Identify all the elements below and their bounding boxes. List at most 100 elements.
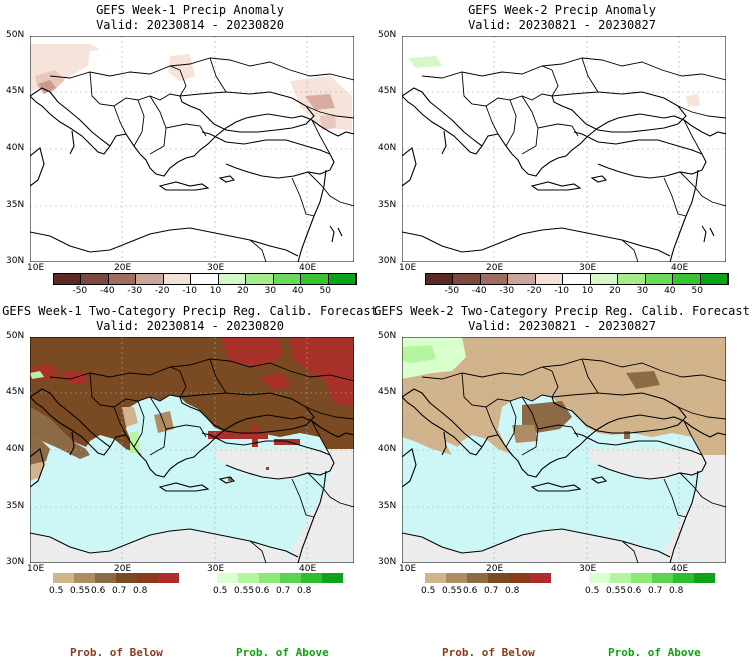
colorbar-tick-label: -50: [444, 286, 460, 296]
prob-above-colorbar-week2: [589, 573, 715, 583]
colorbar-tick-label: 0.8: [505, 586, 520, 596]
colorbar-tick-label: 0.8: [669, 586, 684, 596]
colorbar-swatch: [136, 274, 164, 284]
colorbar-tick-label: 0.7: [276, 586, 291, 596]
colorbar-tick-label: 10: [209, 286, 222, 296]
colorbar-tick-label: 0.8: [297, 586, 312, 596]
lon-label: 10E: [399, 263, 417, 273]
colorbar-tick-label: 40: [292, 286, 304, 296]
colorbar-swatch: [618, 274, 646, 284]
anomaly-colorbar-week2: [425, 273, 729, 285]
colorbar-tick-label: 0.5: [213, 586, 228, 596]
lon-label: 20E: [114, 564, 132, 574]
colorbar-tick-label: 20: [609, 286, 621, 296]
lon-label: 20E: [486, 263, 504, 273]
prob-below-colorbar-week2: [425, 573, 551, 583]
colorbar-tick-label: 50: [691, 286, 703, 296]
prob-below-colorbar-week1: [53, 573, 179, 583]
borders: [49, 57, 354, 262]
panel1-title: GEFS Week-1 Precip Anomaly: [96, 3, 284, 17]
map-panel-week1-probability: [30, 337, 354, 563]
gridlines: [30, 36, 354, 262]
colorbar-tick-label: -40: [471, 286, 487, 296]
lon-label: 30E: [207, 564, 225, 574]
lat-label: 50N: [6, 331, 25, 341]
map-panel-week2-anomaly: [402, 36, 726, 262]
colorbar-tick-label: 0.7: [484, 586, 499, 596]
lat-label: 45N: [378, 86, 397, 96]
colorbar-tick-label: 0.55: [606, 586, 627, 596]
colorbar-tick-label: -40: [99, 286, 115, 296]
colorbar-swatch: [590, 274, 619, 284]
colorbar-tick-label: -20: [526, 286, 542, 296]
colorbar-tick-label: 0.6: [91, 586, 106, 596]
colorbar-swatch: [116, 573, 137, 583]
colorbar-swatch: [217, 573, 238, 583]
colorbar-tick-label: 0.7: [648, 586, 663, 596]
lat-label: 35N: [378, 200, 397, 210]
lon-label: 40E: [299, 564, 317, 574]
colorbar-swatch: [694, 573, 715, 583]
colorbar-swatch: [322, 573, 343, 583]
lat-label: 45N: [6, 86, 25, 96]
colorbar-swatch: [652, 573, 673, 583]
colorbar-swatch: [673, 573, 694, 583]
prob-below-label: Prob. of Below: [70, 646, 163, 659]
colorbar-tick-label: -10: [554, 286, 569, 296]
colorbar-swatch: [673, 274, 701, 284]
lat-label: 50N: [6, 30, 25, 40]
colorbar-swatch: [158, 573, 179, 583]
colorbar-swatch: [246, 274, 274, 284]
panel2-valid: Valid: 20230821 - 20230827: [468, 18, 656, 32]
colorbar-tick-label: 30: [264, 286, 277, 296]
colorbar-swatch: [530, 573, 551, 583]
colorbar-tick-label: 0.55: [70, 586, 91, 596]
colorbar-tick-label: -10: [182, 286, 197, 296]
colorbar-swatch: [610, 573, 631, 583]
colorbar-swatch: [509, 573, 530, 583]
lon-label: 30E: [207, 263, 225, 273]
lon-label: 20E: [486, 564, 504, 574]
colorbar-swatch: [81, 274, 109, 284]
colorbar-swatch: [259, 573, 280, 583]
colorbar-tick-label: 50: [319, 286, 331, 296]
colorbar-tick-label: 0.6: [627, 586, 642, 596]
panel4-valid: Valid: 20230821 - 20230827: [468, 319, 656, 333]
colorbar-swatch: [535, 274, 564, 284]
lon-label: 30E: [579, 263, 597, 273]
colorbar-swatch: [218, 274, 247, 284]
lon-label: 40E: [671, 263, 689, 273]
lat-label: 35N: [378, 501, 397, 511]
panel4-title: GEFS Week-2 Two-Category Precip Reg. Cal…: [374, 304, 750, 318]
lat-label: 45N: [378, 387, 397, 397]
lon-label: 30E: [579, 564, 597, 574]
colorbar-swatch: [137, 573, 158, 583]
lat-label: 30N: [378, 256, 397, 266]
panel3-valid: Valid: 20230814 - 20230820: [96, 319, 284, 333]
anomaly-colorbar-week1: [53, 273, 357, 285]
prob-above-colorbar-week1: [217, 573, 343, 583]
colorbar-swatch: [301, 573, 322, 583]
lon-label: 10E: [27, 263, 45, 273]
colorbar-tick-label: 0.55: [234, 586, 255, 596]
map-panel-week1-anomaly: [30, 36, 354, 262]
colorbar-tick-label: 20: [237, 286, 249, 296]
colorbar-swatch: [426, 274, 454, 284]
colorbar-swatch: [631, 573, 652, 583]
colorbar-swatch: [163, 274, 192, 284]
lat-label: 30N: [378, 557, 397, 567]
colorbar-swatch: [191, 274, 219, 284]
colorbar-tick-label: 10: [581, 286, 594, 296]
colorbar-swatch: [700, 274, 728, 284]
colorbar-tick-label: 0.8: [133, 586, 148, 596]
lat-label: 30N: [6, 256, 25, 266]
lon-label: 40E: [671, 564, 689, 574]
lat-label: 45N: [6, 387, 25, 397]
anomaly-shading: [408, 56, 700, 106]
colorbar-swatch: [328, 274, 356, 284]
colorbar-swatch: [53, 573, 74, 583]
anomaly-shading: [30, 44, 352, 131]
lat-label: 40N: [6, 143, 25, 153]
map-panel-week2-probability: [402, 337, 726, 563]
colorbar-swatch: [563, 274, 591, 284]
